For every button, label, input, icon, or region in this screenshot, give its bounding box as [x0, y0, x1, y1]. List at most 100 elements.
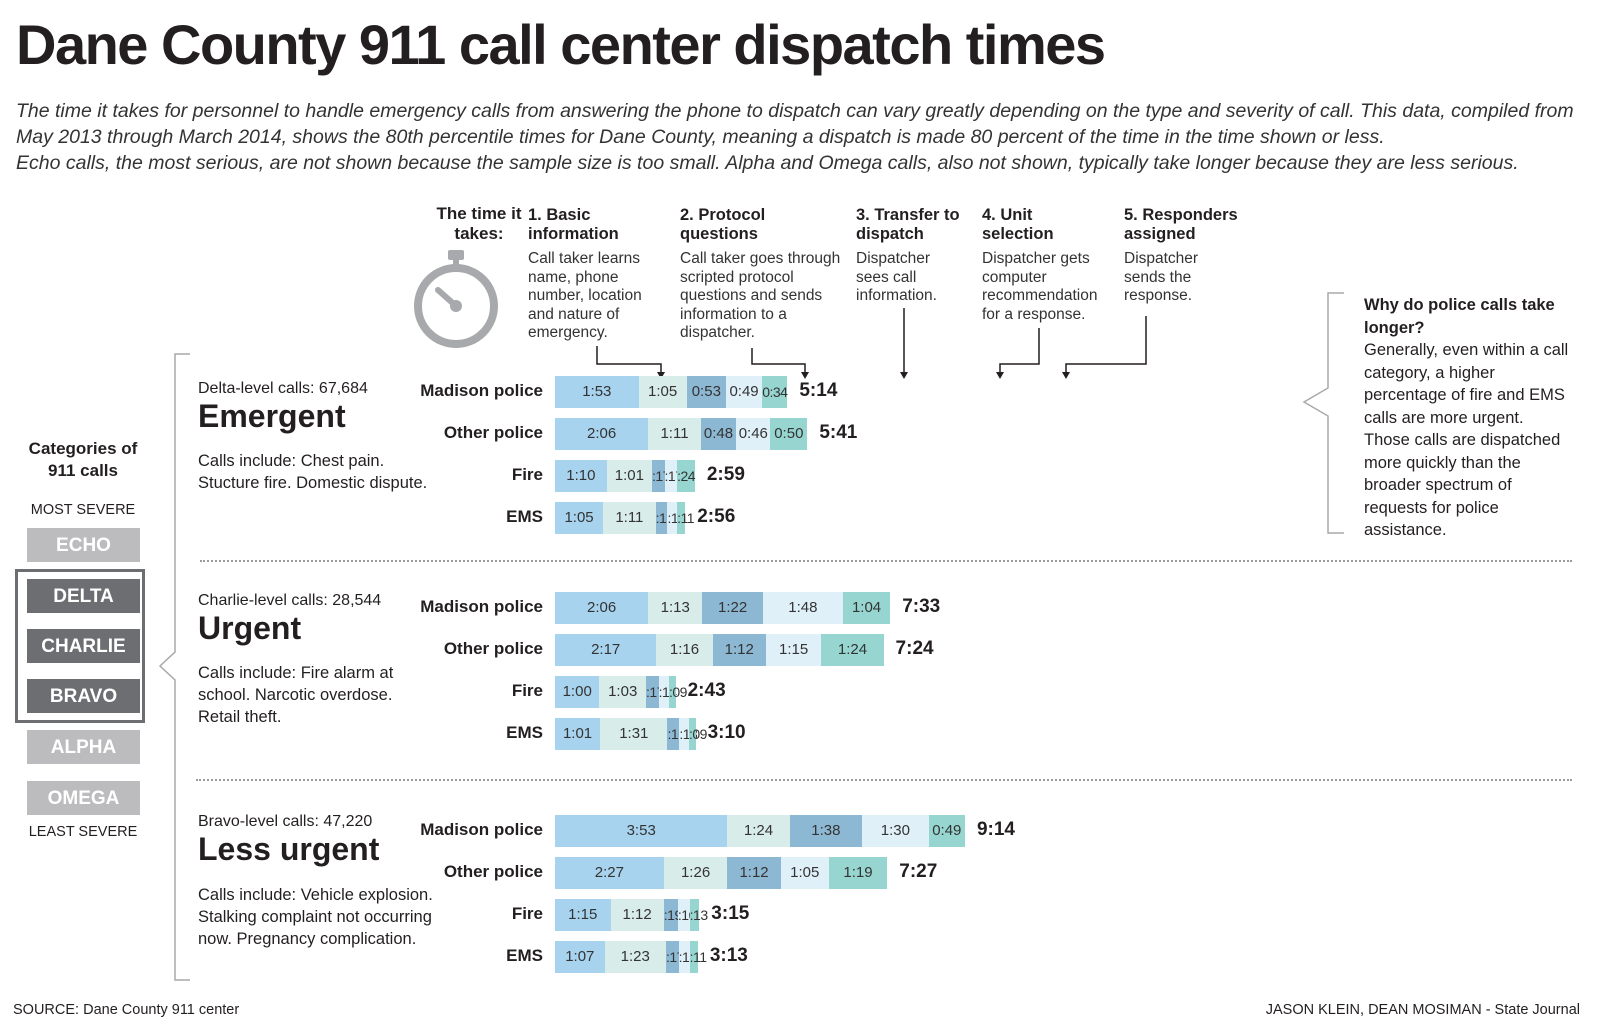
bar-total-label: 3:13	[709, 945, 748, 966]
step-3-desc: Dispatcher sees call information.	[856, 250, 937, 304]
bar-segment: 1:31	[600, 718, 668, 750]
bar-segment: 1:05	[780, 857, 829, 889]
category-charlie: CHARLIE	[27, 629, 140, 663]
bar-segment: :13	[679, 718, 698, 750]
group-description: Calls include: Fire alarm at school. Nar…	[198, 664, 394, 726]
time-takes-label: The time it takes:	[436, 204, 522, 243]
bar-segment: :17	[666, 941, 684, 973]
bar-total-label: 5:14	[799, 380, 838, 401]
row-label: EMS	[506, 946, 543, 965]
bar-segment: 1:15	[765, 634, 822, 666]
bar-segment: :11	[677, 502, 695, 534]
category-delta: DELTA	[27, 579, 140, 613]
step-4-title: 4. Unit selection	[982, 206, 1054, 243]
bar-segment: 3:53	[555, 815, 728, 847]
bar-segment: 1:53	[555, 376, 639, 408]
bar-segment: 1:16	[656, 634, 713, 666]
bar-segment: 1:13	[648, 592, 703, 624]
row-label: Other police	[443, 639, 543, 658]
bar-segment: :17	[651, 460, 670, 492]
step-1-title: 1. Basic information	[528, 206, 619, 243]
group-divider	[200, 560, 1572, 562]
bar-segment: 1:04	[842, 592, 891, 624]
credit-line: JASON KLEIN, DEAN MOSIMAN - State Journa…	[1265, 1002, 1580, 1018]
group-title: Emergent	[198, 398, 346, 434]
bar-segment: 1:05	[555, 502, 604, 534]
source-note: SOURCE: Dane County 911 center	[13, 1002, 240, 1018]
least-severe-label: LEAST SEVERE	[28, 824, 138, 840]
bar-segment: 1:30	[862, 815, 929, 847]
bar-total-label: 7:33	[902, 596, 941, 617]
bar-segment: :13	[689, 899, 708, 931]
bar-segment: 1:00	[555, 676, 600, 708]
step-2: 2. Protocol questions Call taker goes th…	[680, 206, 850, 343]
row-label: Madison police	[420, 597, 543, 616]
step-5-desc: Dispatcher sends the response.	[1124, 250, 1199, 304]
step-3-title: 3. Transfer to dispatch	[856, 206, 960, 243]
row-label: Fire	[511, 465, 543, 484]
sidebar-note: Why do police calls take longer? General…	[1364, 294, 1570, 542]
intro-text: The time it takes for personnel to handl…	[16, 98, 1576, 176]
intro-line: Echo calls, the most serious, are not sh…	[16, 152, 1519, 174]
bar-segment: 2:27	[555, 857, 664, 889]
group-count: Charlie-level calls: 28,544	[198, 592, 382, 609]
bar-segment: 1:15	[555, 899, 611, 931]
bar-segment: 0:53	[686, 376, 726, 408]
sidebar-title: Why do police calls take longer?	[1364, 296, 1555, 337]
row-label: Fire	[511, 904, 543, 923]
bar-segment: :14	[658, 676, 677, 708]
highlighted-categories-frame	[15, 569, 145, 723]
group-divider	[196, 779, 1572, 781]
bar-total-label: 3:10	[707, 722, 746, 743]
bar-segment: 1:11	[603, 502, 656, 534]
bar-segment: 1:23	[604, 941, 666, 973]
bar-segment: 1:12	[610, 899, 664, 931]
bar-segment: :16	[677, 899, 696, 931]
bar-segment: 1:11	[648, 418, 701, 450]
bar-segment: 1:24	[821, 634, 884, 666]
bar-segment: 1:05	[638, 376, 687, 408]
step-1-arrow	[596, 346, 662, 374]
bar-segment: 0:49	[928, 815, 965, 847]
bar-segment: 0:49	[725, 376, 763, 408]
step-5-arrow	[1065, 316, 1147, 374]
bar-segment: 0:34	[762, 376, 788, 408]
stopwatch-icon	[414, 250, 498, 348]
row-label: EMS	[506, 507, 543, 526]
bar-segment: 1:10	[555, 460, 607, 492]
categories-heading: Categories of 911 calls	[28, 439, 138, 480]
bar-segment: 1:12	[727, 857, 781, 889]
bar-total-label: 2:43	[687, 680, 726, 701]
category-bravo: BRAVO	[27, 679, 140, 713]
step-2-title: 2. Protocol questions	[680, 206, 766, 243]
row-label: Other police	[443, 862, 543, 881]
row-label: EMS	[506, 723, 543, 742]
step-4-arrow	[999, 328, 1040, 374]
bar-segment: 2:17	[555, 634, 657, 666]
bar-total-label: 2:59	[706, 464, 745, 485]
step-4: 4. Unit selection Dispatcher gets comput…	[982, 206, 1112, 324]
bar-segment: 1:19	[828, 857, 888, 889]
bar-segment: :09	[668, 676, 687, 708]
step-1-desc: Call taker learns name, phone number, lo…	[528, 250, 642, 341]
bar-total-label: 2:56	[697, 506, 736, 527]
bar-segment: 1:38	[789, 815, 863, 847]
step-2-desc: Call taker goes through scripted protoco…	[680, 250, 841, 341]
bar-segment: 1:01	[606, 460, 652, 492]
group-count: Delta-level calls: 67,684	[198, 380, 368, 397]
bar-total-label: 7:27	[899, 861, 938, 882]
group-description: Calls include: Chest pain. Stucture fire…	[198, 452, 428, 492]
category-omega: OMEGA	[27, 781, 140, 815]
group-description: Calls include: Vehicle explosion. Stalki…	[198, 886, 433, 948]
bar-segment: 1:12	[712, 634, 766, 666]
row-label: Madison police	[420, 381, 543, 400]
bar-segment: :16	[655, 502, 674, 534]
bar-segment: 1:24	[727, 815, 790, 847]
bar-total-label: 9:14	[976, 819, 1015, 840]
sidebar-body: Generally, even within a call category, …	[1364, 341, 1569, 539]
step-5-title: 5. Responders assigned	[1124, 206, 1238, 243]
intro-line: May 2013 through March 2014, shows the 8…	[16, 126, 1385, 148]
row-label: Other police	[443, 423, 543, 442]
bar-segment: 0:46	[736, 418, 771, 450]
